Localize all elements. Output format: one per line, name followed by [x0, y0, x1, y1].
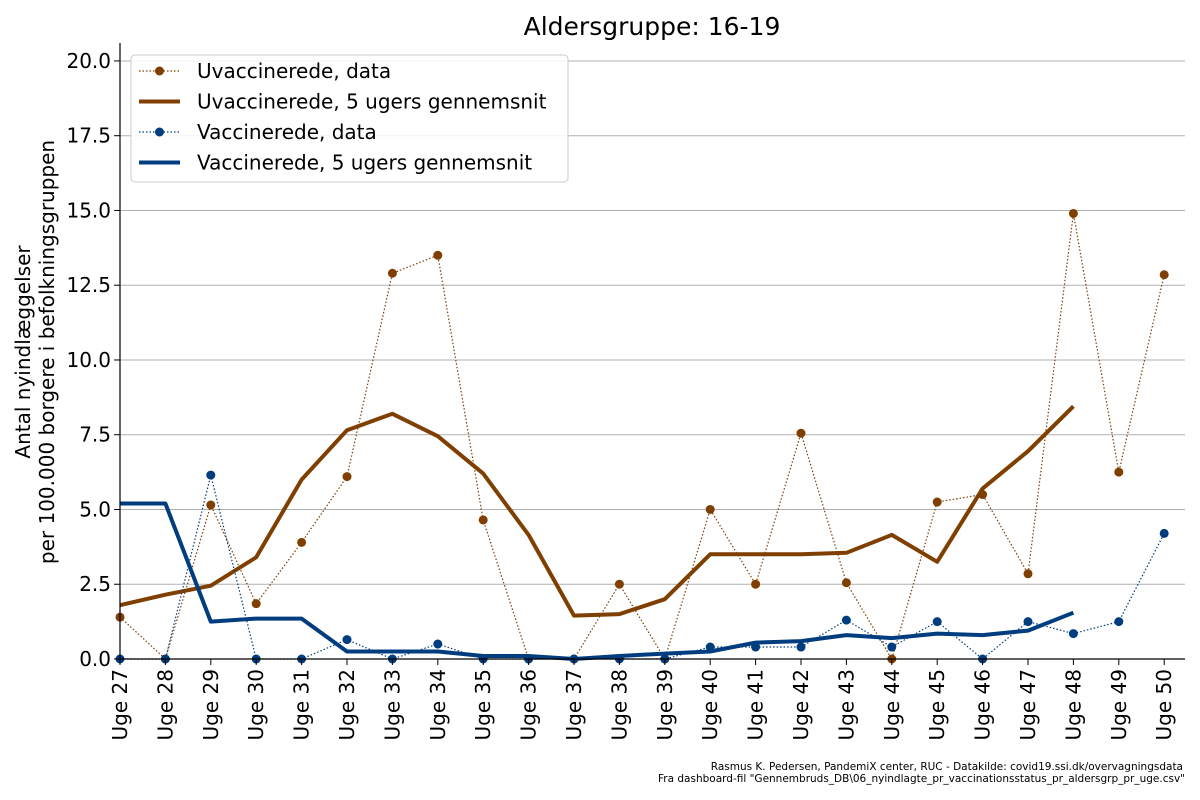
x-tick-label: Uge 45 — [925, 669, 949, 740]
chart-title: Aldersgruppe: 16-19 — [524, 12, 781, 41]
data-point — [932, 617, 942, 627]
legend-frame — [130, 54, 569, 183]
x-tick-label: Uge 29 — [199, 669, 223, 740]
data-point — [1159, 528, 1169, 538]
data-point — [433, 639, 443, 649]
data-point — [433, 250, 443, 260]
data-point — [1068, 208, 1078, 218]
y-axis-label-line-1: Antal nyindlæggelser — [11, 245, 35, 459]
data-point — [251, 599, 261, 609]
data-point — [478, 515, 488, 525]
y-tick-label: 12.5 — [66, 273, 111, 297]
data-point — [841, 578, 851, 588]
x-tick-label: Uge 47 — [1016, 669, 1040, 740]
data-point — [342, 472, 352, 482]
x-tick-label: Uge 40 — [698, 669, 722, 740]
gridlines — [120, 60, 1185, 660]
legend-label: Uvaccinerede, 5 ugers gennemsnit — [197, 90, 547, 114]
data-point — [751, 579, 761, 589]
series-0 — [115, 208, 1169, 664]
data-point — [614, 579, 624, 589]
x-tick-label: Uge 34 — [426, 669, 450, 740]
data-point — [1023, 617, 1033, 627]
x-tick-label: Uge 37 — [562, 669, 586, 740]
data-point — [1114, 617, 1124, 627]
data-point — [705, 504, 715, 514]
series-line — [119, 404, 1075, 618]
x-tick-label: Uge 39 — [653, 669, 677, 740]
x-tick-label: Uge 46 — [971, 669, 995, 740]
data-point — [206, 500, 216, 510]
data-point — [1068, 629, 1078, 639]
data-point — [887, 642, 897, 652]
x-tick-label: Uge 38 — [607, 669, 631, 740]
x-tick-label: Uge 33 — [380, 669, 404, 740]
series-1 — [119, 404, 1075, 618]
series-line — [120, 501, 1075, 661]
x-tick-label: Uge 50 — [1152, 669, 1176, 740]
credit-line-2: Fra dashboard-fil "Gennembruds_DB\06_nyi… — [658, 773, 1185, 785]
legend: Uvaccinerede, data Uvaccinerede, 5 ugers … — [130, 54, 569, 183]
data-point — [387, 268, 397, 278]
x-tick-label: Uge 32 — [335, 669, 359, 740]
axes: 0.0 2.5 5.0 7.5 10.0 12.5 15.0 17.5 20.0 Uge 27 Ug… — [66, 43, 1185, 740]
legend-marker — [155, 66, 164, 76]
x-tick-label: Uge 44 — [880, 669, 904, 740]
data-point — [206, 470, 216, 480]
y-tick-label: 5.0 — [79, 497, 111, 521]
data-point — [932, 497, 942, 507]
x-tick-label: Uge 27 — [108, 669, 132, 740]
x-tick-label: Uge 43 — [834, 669, 858, 740]
x-tick-label: Uge 48 — [1061, 669, 1085, 740]
series-layer — [115, 208, 1169, 664]
legend-label: Vaccinerede, 5 ugers gennemsnit — [197, 151, 532, 175]
y-axis-label-line-2: per 100.000 borgere i befolkningsgruppen — [35, 140, 59, 564]
data-point — [297, 537, 307, 547]
y-tick-label: 2.5 — [79, 572, 111, 596]
x-tick-label: Uge 30 — [244, 669, 268, 740]
x-tick-label: Uge 28 — [153, 669, 177, 740]
legend-label: Vaccinerede, data — [197, 120, 377, 144]
legend-label: Uvaccinerede, data — [197, 59, 391, 83]
credit-line-1: Rasmus K. Pedersen, PandemiX center, RUC… — [711, 761, 1183, 773]
y-tick-label: 0.0 — [79, 647, 111, 671]
series-line — [119, 213, 1165, 661]
y-tick-label: 15.0 — [66, 198, 111, 222]
y-tick-label: 17.5 — [66, 124, 111, 148]
y-tick-label: 7.5 — [79, 423, 111, 447]
x-tick-label: Uge 42 — [789, 669, 813, 740]
data-point — [1023, 569, 1033, 579]
x-tick-label: Uge 41 — [744, 669, 768, 740]
series-3 — [120, 501, 1075, 661]
data-point — [1114, 467, 1124, 477]
x-tick-label: Uge 36 — [517, 669, 541, 740]
x-tick-label: Uge 31 — [290, 669, 314, 740]
series-2 — [115, 470, 1169, 664]
x-tick-label: Uge 35 — [471, 669, 495, 740]
data-point — [1159, 270, 1169, 280]
y-tick-label: 20.0 — [66, 49, 111, 73]
x-tick-label: Uge 49 — [1107, 669, 1131, 740]
data-point — [796, 428, 806, 438]
legend-marker — [155, 127, 164, 137]
y-tick-label: 10.0 — [66, 348, 111, 372]
data-point — [342, 635, 352, 645]
data-point — [841, 615, 851, 625]
y-axis-label: Antal nyindlæggelser per 100.000 borgere… — [11, 140, 59, 564]
data-point — [796, 642, 806, 652]
